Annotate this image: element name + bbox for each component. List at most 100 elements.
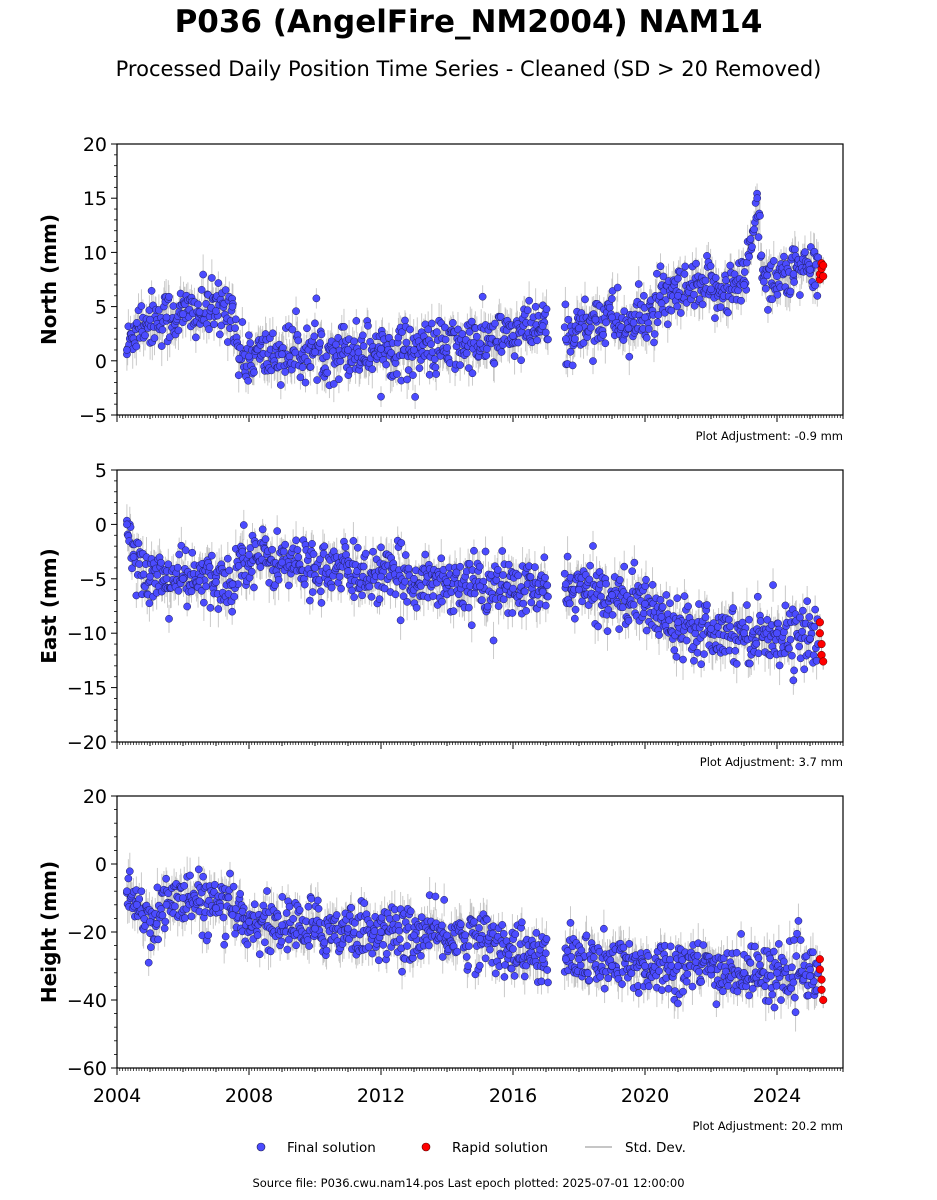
- final-point: [579, 339, 588, 347]
- final-point: [337, 584, 345, 593]
- final-point: [544, 592, 552, 601]
- final-point: [615, 625, 623, 633]
- final-point: [169, 302, 178, 310]
- final-point: [212, 578, 220, 586]
- final-point: [496, 312, 505, 321]
- final-point: [641, 599, 649, 608]
- final-point: [538, 588, 547, 596]
- final-point: [162, 574, 171, 583]
- final-point: [179, 310, 187, 319]
- final-point: [789, 676, 798, 685]
- final-point: [813, 292, 822, 300]
- final-point: [443, 578, 451, 586]
- final-point: [406, 325, 414, 334]
- final-point: [358, 591, 366, 600]
- final-point: [754, 233, 763, 241]
- final-point: [773, 290, 782, 299]
- final-point: [697, 660, 706, 669]
- final-point: [743, 601, 751, 609]
- final-point: [740, 629, 748, 638]
- final-point: [655, 631, 663, 639]
- final-point: [489, 636, 498, 645]
- final-point: [311, 319, 319, 328]
- final-point: [676, 309, 685, 317]
- final-point: [570, 335, 579, 343]
- plot-adjustment-label: Plot Adjustment: 3.7 mm: [700, 755, 843, 769]
- final-point: [162, 313, 171, 322]
- final-point: [365, 582, 374, 591]
- final-point: [526, 573, 535, 581]
- rapid-point: [817, 640, 826, 649]
- final-point: [449, 319, 457, 327]
- final-point: [650, 330, 659, 338]
- rapid-points: [815, 618, 828, 666]
- final-point: [763, 271, 772, 280]
- final-point: [560, 323, 569, 332]
- final-point: [134, 539, 143, 548]
- final-point: [438, 597, 446, 606]
- final-point: [320, 542, 329, 551]
- final-point: [800, 665, 809, 674]
- final-point: [247, 567, 256, 576]
- final-point: [693, 648, 702, 657]
- final-point: [796, 291, 804, 299]
- final-point: [707, 624, 715, 633]
- final-point: [238, 318, 247, 326]
- final-point: [153, 570, 162, 579]
- final-point: [648, 580, 657, 589]
- final-point: [244, 376, 252, 385]
- final-point: [490, 359, 499, 368]
- final-point: [814, 253, 822, 262]
- final-point: [235, 354, 243, 363]
- final-point: [790, 245, 799, 254]
- final-point: [441, 335, 450, 344]
- final-point: [753, 194, 762, 203]
- final-point: [375, 595, 384, 603]
- final-point: [773, 272, 781, 281]
- final-point: [811, 605, 819, 614]
- final-point: [726, 622, 735, 631]
- final-point: [645, 325, 653, 333]
- final-point: [467, 317, 476, 326]
- final-point: [246, 339, 255, 347]
- final-point: [296, 373, 305, 382]
- final-point: [316, 555, 324, 564]
- final-point: [674, 274, 682, 283]
- final-point: [293, 546, 302, 554]
- final-point: [707, 285, 715, 294]
- final-point: [732, 660, 741, 668]
- final-point: [409, 371, 417, 379]
- final-point: [359, 342, 368, 350]
- final-point: [602, 318, 610, 327]
- final-point: [197, 286, 206, 294]
- final-point: [139, 570, 148, 579]
- panel-1: −20 −15 −10 −5 0 5 East (mm) Plot Adjustment: 3…: [37, 460, 844, 769]
- final-point: [641, 313, 649, 322]
- y-tick-label: 5: [95, 460, 107, 482]
- final-point: [716, 303, 725, 311]
- final-point: [748, 242, 756, 251]
- final-point: [316, 587, 325, 596]
- final-point: [341, 543, 350, 551]
- final-point: [523, 306, 532, 315]
- final-point: [630, 558, 639, 567]
- final-point: [300, 580, 309, 589]
- final-point: [228, 607, 237, 616]
- final-point: [711, 274, 720, 282]
- final-point: [456, 361, 464, 369]
- final-point: [364, 321, 372, 330]
- final-point: [312, 294, 321, 303]
- final-point: [157, 342, 166, 350]
- final-point: [674, 618, 682, 627]
- final-point: [317, 599, 326, 607]
- final-point: [344, 567, 352, 576]
- final-point: [657, 299, 666, 308]
- final-point: [578, 597, 586, 606]
- final-point: [672, 652, 681, 661]
- y-axis-label: North (mm): [37, 214, 61, 345]
- final-point: [250, 368, 258, 377]
- final-point: [212, 307, 220, 315]
- final-point: [335, 375, 343, 384]
- final-point: [288, 325, 297, 334]
- final-point: [301, 378, 310, 387]
